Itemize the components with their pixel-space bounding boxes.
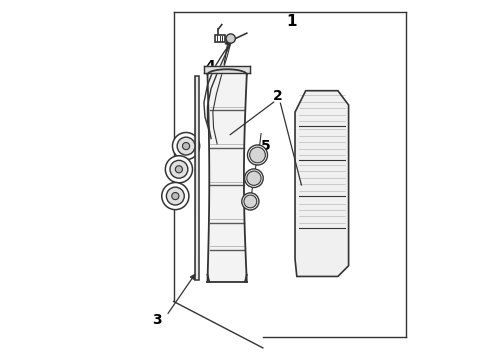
Bar [215,35,225,42]
Circle shape [167,187,184,205]
Circle shape [242,193,259,210]
Polygon shape [207,75,247,282]
Circle shape [182,143,190,150]
Text: 1: 1 [286,14,296,28]
Circle shape [247,171,261,185]
Circle shape [177,137,195,155]
Bar [195,76,199,280]
Text: 4: 4 [205,59,215,73]
Circle shape [162,183,189,210]
Text: 2: 2 [273,89,283,103]
Circle shape [226,34,235,43]
Text: 3: 3 [152,313,162,327]
Polygon shape [295,91,348,276]
Text: 5: 5 [261,139,271,153]
Circle shape [165,156,193,183]
Circle shape [175,166,182,173]
Circle shape [244,195,257,208]
Circle shape [172,193,179,200]
Circle shape [247,145,268,165]
Circle shape [170,160,188,178]
Circle shape [245,169,263,188]
Circle shape [249,147,266,163]
Circle shape [172,132,199,159]
